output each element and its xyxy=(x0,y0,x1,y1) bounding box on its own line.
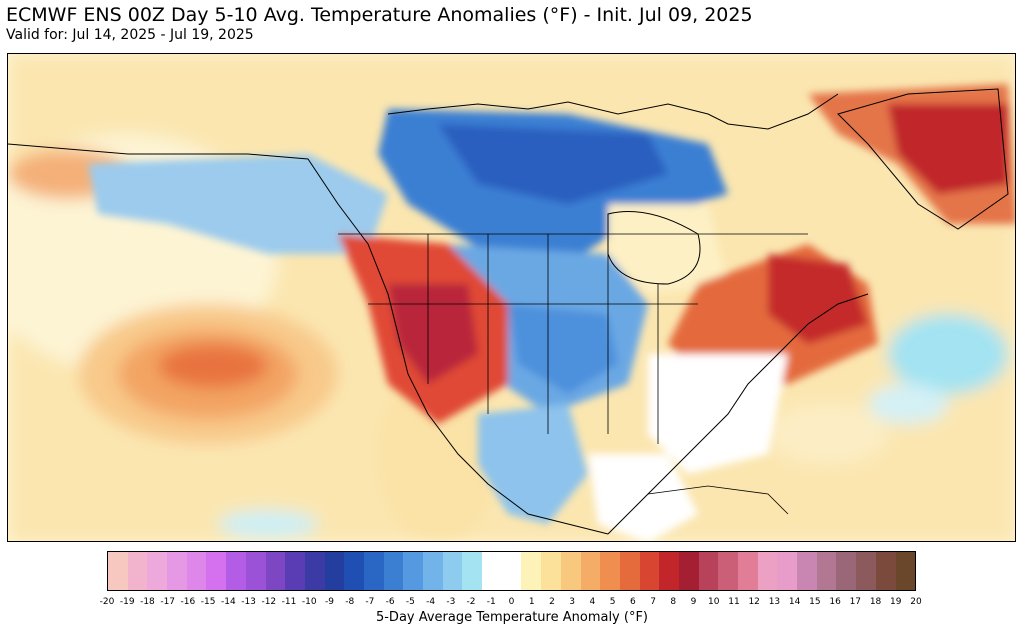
colorbar-swatch xyxy=(285,552,305,590)
colorbar-swatch xyxy=(698,552,719,590)
colorbar-swatch xyxy=(580,552,601,590)
colorbar-tick-label: -14 xyxy=(220,597,236,607)
colorbar-tick-label: 11 xyxy=(728,597,740,607)
colorbar-swatch xyxy=(856,552,876,590)
colorbar-tick-label: -13 xyxy=(241,597,256,607)
colorbar-swatch xyxy=(659,552,679,590)
colorbar-swatch xyxy=(324,552,345,590)
map-canvas xyxy=(8,54,1015,541)
colorbar-swatch xyxy=(245,552,266,590)
colorbar-swatch xyxy=(501,552,522,590)
colorbar-tick-label: -18 xyxy=(140,597,155,607)
colorbar-tick-label: -5 xyxy=(405,597,415,607)
colorbar-swatch xyxy=(462,552,483,590)
colorbar-tick-label: -7 xyxy=(365,597,375,607)
colorbar-tick-label: 1 xyxy=(528,597,535,607)
colorbar-tick-label: 12 xyxy=(748,597,760,607)
colorbar-swatch xyxy=(875,552,896,590)
colorbar-tick-label: -11 xyxy=(281,597,297,607)
colorbar-tick-label: -9 xyxy=(324,597,334,607)
colorbar-tick-label: 2 xyxy=(549,597,555,607)
colorbar-tick-labels: -20 -19 -18 -17 -16 -15 -14 -13 -12 -11 -10 -9 -8 -7-… xyxy=(100,597,922,611)
colorbar-tick-label: -17 xyxy=(160,597,176,607)
colorbar-tick-label: -6 xyxy=(385,597,395,607)
colorbar-tick-label: 19 xyxy=(890,597,902,607)
colorbar-tick-label: -16 xyxy=(180,597,196,607)
colorbar-swatch xyxy=(186,552,207,590)
colorbar-swatch xyxy=(836,552,857,590)
colorbar-swatch xyxy=(304,552,325,590)
colorbar-tick-label: 8 xyxy=(670,597,677,607)
colorbar-tick-label: 14 xyxy=(788,597,801,607)
colorbar-tick-label: -20 xyxy=(99,597,115,607)
colorbar-swatch xyxy=(738,552,758,590)
colorbar-tick-label: 4 xyxy=(589,597,596,607)
colorbar-tick-label: -3 xyxy=(446,597,456,607)
colorbar-swatch xyxy=(108,552,128,590)
colorbar-swatch xyxy=(600,552,620,590)
colorbar-tick-label: -10 xyxy=(301,597,317,607)
colorbar-tick-label: -2 xyxy=(466,597,476,607)
colorbar-swatch xyxy=(777,552,798,590)
colorbar-tick-label: 5 xyxy=(609,597,616,607)
colorbar-swatch xyxy=(639,552,660,590)
colorbar-swatch xyxy=(265,552,286,590)
colorbar-tick-label: 6 xyxy=(629,597,636,607)
colorbar-tick-label: 18 xyxy=(869,597,882,607)
colorbar-swatch xyxy=(816,552,837,590)
colorbar-tick-label: -1 xyxy=(486,597,496,607)
colorbar-swatch xyxy=(167,552,187,590)
colorbar xyxy=(107,551,916,591)
colorbar-swatch xyxy=(560,552,581,590)
colorbar-tick-label: -8 xyxy=(345,597,355,607)
valid-dates-subtitle: Valid for: Jul 14, 2025 - Jul 19, 2025 xyxy=(6,27,254,43)
colorbar-swatch xyxy=(541,552,561,590)
colorbar-swatch xyxy=(423,552,443,590)
colorbar-tick-label: 16 xyxy=(829,597,841,607)
colorbar-tick-label: -4 xyxy=(426,597,436,607)
colorbar-swatch xyxy=(895,552,916,590)
colorbar-swatches xyxy=(107,551,916,591)
colorbar-tick-label: 3 xyxy=(569,597,576,607)
colorbar-swatch xyxy=(206,552,227,590)
colorbar-tick-label: 7 xyxy=(650,597,656,607)
colorbar-swatch xyxy=(147,552,168,590)
colorbar-swatch xyxy=(442,552,463,590)
colorbar-tick-label: -15 xyxy=(200,597,216,607)
colorbar-label: 5-Day Average Temperature Anomaly (°F) xyxy=(375,610,649,625)
colorbar-tick-label: 10 xyxy=(708,597,720,607)
colorbar-swatch xyxy=(797,552,817,590)
colorbar-tick-label: 0 xyxy=(508,597,515,607)
colorbar-tick-label: -12 xyxy=(261,597,277,607)
colorbar-swatch xyxy=(127,552,148,590)
colorbar-swatch xyxy=(383,552,404,590)
colorbar-tick-label: 9 xyxy=(690,597,697,607)
colorbar-tick-label: 17 xyxy=(849,597,862,607)
colorbar-swatch xyxy=(482,552,502,590)
colorbar-swatch xyxy=(757,552,778,590)
colorbar-tick-label: 13 xyxy=(768,597,781,607)
map-boundaries xyxy=(8,88,1009,535)
colorbar-tick-label: 20 xyxy=(910,597,922,607)
colorbar-swatch xyxy=(521,552,542,590)
colorbar-swatch xyxy=(226,552,246,590)
colorbar-swatch xyxy=(403,552,423,590)
land-anomaly-field xyxy=(88,84,1015,541)
chart-title: ECMWF ENS 00Z Day 5-10 Avg. Temperature … xyxy=(6,4,753,26)
colorbar-swatch xyxy=(363,552,384,590)
colorbar-swatch xyxy=(718,552,738,590)
colorbar-swatch xyxy=(678,552,699,590)
colorbar-swatch xyxy=(344,552,364,590)
colorbar-tick-label: 15 xyxy=(809,597,821,607)
colorbar-swatch xyxy=(619,552,640,590)
anomaly-map xyxy=(7,53,1016,542)
colorbar-tick-label: -19 xyxy=(119,597,135,607)
